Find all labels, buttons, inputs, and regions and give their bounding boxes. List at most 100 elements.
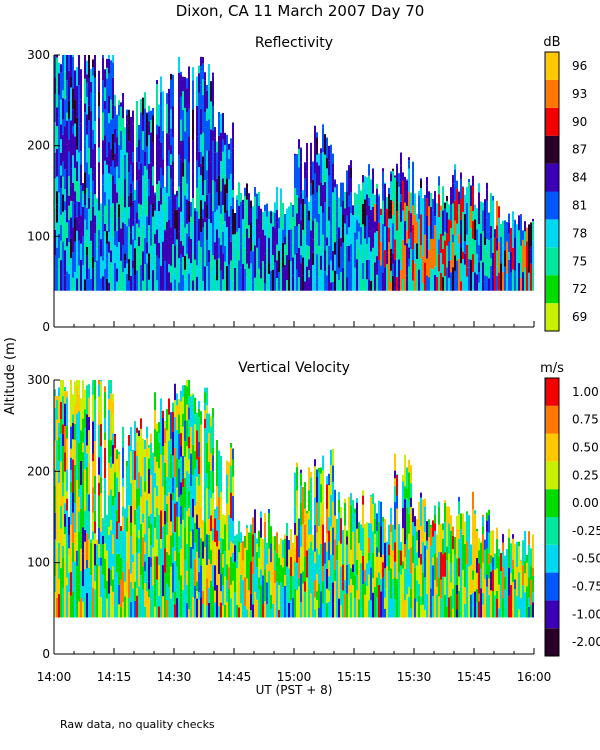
data-strip — [522, 230, 524, 240]
data-strip — [110, 218, 112, 242]
data-strip — [108, 55, 110, 59]
data-strip — [336, 249, 338, 275]
data-strip — [332, 527, 334, 556]
data-strip — [102, 535, 104, 545]
data-strip — [182, 589, 184, 618]
data-strip — [114, 129, 116, 143]
data-strip — [78, 126, 80, 153]
data-strip — [430, 238, 432, 269]
data-strip — [330, 144, 332, 171]
data-strip — [78, 531, 80, 563]
data-strip — [182, 385, 184, 397]
data-strip — [214, 242, 216, 260]
data-strip — [392, 524, 394, 551]
data-strip — [198, 441, 200, 457]
data-strip — [126, 531, 128, 562]
data-strip — [492, 569, 494, 592]
data-strip — [186, 511, 188, 544]
data-strip — [226, 178, 228, 194]
data-strip — [298, 247, 300, 278]
data-strip — [300, 573, 302, 603]
data-strip — [458, 204, 460, 235]
data-strip — [290, 556, 292, 577]
data-strip — [140, 163, 142, 178]
data-strip — [180, 390, 182, 402]
data-strip — [66, 120, 68, 145]
data-strip — [106, 231, 108, 244]
data-strip — [174, 604, 176, 618]
data-strip — [106, 580, 108, 599]
data-strip — [392, 586, 394, 618]
data-strip — [100, 220, 102, 240]
data-strip — [468, 241, 470, 260]
data-strip — [78, 511, 80, 532]
data-strip — [216, 506, 218, 531]
data-strip — [172, 547, 174, 563]
data-strip — [452, 203, 454, 235]
data-strip — [142, 251, 144, 281]
colorbar-tick-label: 93 — [572, 87, 587, 101]
data-strip — [74, 599, 76, 618]
data-strip — [102, 57, 104, 81]
data-strip — [428, 277, 430, 291]
data-strip — [208, 119, 210, 141]
data-strip — [54, 152, 56, 179]
data-strip — [70, 469, 72, 482]
data-strip — [398, 186, 400, 203]
data-strip — [530, 222, 532, 223]
data-strip — [86, 255, 88, 279]
data-strip — [60, 380, 62, 402]
data-strip — [488, 256, 490, 279]
data-strip — [412, 161, 414, 174]
data-strip — [338, 267, 340, 281]
data-strip — [168, 264, 170, 273]
data-strip — [214, 510, 216, 519]
data-strip — [122, 211, 124, 223]
data-strip — [196, 412, 198, 431]
data-strip — [316, 502, 318, 533]
data-strip — [342, 214, 344, 243]
data-strip — [280, 199, 282, 228]
data-strip — [258, 589, 260, 605]
data-strip — [506, 222, 508, 242]
data-strip — [56, 222, 58, 248]
data-strip — [482, 210, 484, 232]
data-strip — [138, 601, 140, 618]
data-strip — [200, 247, 202, 270]
data-strip — [310, 541, 312, 565]
data-strip — [114, 213, 116, 232]
data-strip — [312, 161, 314, 180]
data-strip — [394, 248, 396, 260]
data-strip — [450, 575, 452, 583]
data-strip — [174, 228, 176, 246]
data-strip — [84, 568, 86, 597]
data-strip — [338, 568, 340, 599]
data-strip — [104, 231, 106, 239]
data-strip — [314, 609, 316, 618]
data-strip — [90, 68, 92, 82]
data-strip — [336, 518, 338, 535]
data-strip — [488, 553, 490, 565]
data-strip — [318, 153, 320, 166]
data-strip — [176, 543, 178, 567]
data-strip — [88, 78, 90, 106]
data-strip — [340, 247, 342, 272]
data-strip — [212, 255, 214, 270]
data-strip — [180, 575, 182, 598]
data-strip — [396, 277, 398, 291]
data-strip — [108, 199, 110, 233]
data-strip — [362, 241, 364, 263]
data-strip — [88, 384, 90, 398]
data-strip — [100, 239, 102, 257]
data-strip — [532, 592, 534, 603]
data-strip — [150, 557, 152, 567]
data-strip — [422, 542, 424, 560]
data-strip — [56, 191, 58, 205]
data-strip — [418, 569, 420, 584]
data-strip — [486, 200, 488, 218]
data-strip — [62, 55, 64, 65]
data-strip — [328, 530, 330, 542]
data-strip — [120, 607, 122, 618]
data-strip — [324, 270, 326, 291]
data-strip — [86, 466, 88, 494]
